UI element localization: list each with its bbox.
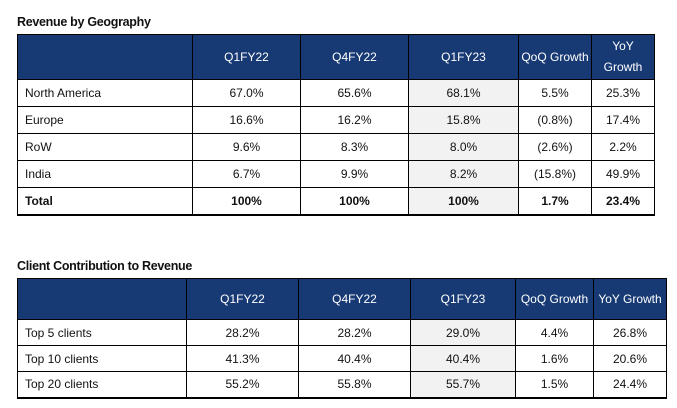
table-row: Top 20 clients 55.2% 55.8% 55.7% 1.5% 24.4%	[17, 371, 667, 399]
column-header: Q4FY22	[300, 34, 409, 80]
table-cell: (15.8%)	[518, 160, 592, 188]
row-label: North America	[17, 79, 193, 107]
column-header	[17, 34, 193, 80]
table-cell: 1.6%	[515, 345, 594, 372]
table-cell: 40.4%	[410, 345, 516, 372]
revenue-by-geography-table: Q1FY22 Q4FY22 Q1FY23 QoQ Growth YoY Growth No…	[17, 34, 655, 216]
table-cell: 8.3%	[300, 133, 409, 161]
table-cell: 28.2%	[298, 319, 411, 346]
column-header: Q1FY22	[192, 34, 301, 80]
table-cell: (2.6%)	[518, 133, 592, 161]
table-row: India 6.7% 9.9% 8.2% (15.8%) 49.9%	[17, 160, 655, 188]
table-cell: 16.6%	[192, 106, 301, 134]
column-header: YoY Growth	[593, 278, 667, 320]
table-cell: (0.8%)	[518, 106, 592, 134]
table-cell: 68.1%	[408, 79, 519, 107]
table-cell: 55.2%	[186, 371, 299, 399]
table-row: Europe 16.6% 16.2% 15.8% (0.8%) 17.4%	[17, 106, 655, 134]
column-header: Q1FY22	[186, 278, 299, 320]
table-cell: 8.0%	[408, 133, 519, 161]
table-cell: 100%	[408, 187, 519, 216]
table-row: Top 5 clients 28.2% 28.2% 29.0% 4.4% 26.8%	[17, 319, 667, 346]
table-cell: 5.5%	[518, 79, 592, 107]
table-cell: 26.8%	[593, 319, 667, 346]
table-cell: 9.6%	[192, 133, 301, 161]
table-cell: 55.8%	[298, 371, 411, 399]
header-row: Q1FY22 Q4FY22 Q1FY23 QoQ Growth YoY Growth	[17, 278, 667, 320]
table-row: Total 100% 100% 100% 1.7% 23.4%	[17, 187, 655, 216]
table-cell: 17.4%	[591, 106, 655, 134]
column-header: QoQ Growth	[515, 278, 594, 320]
table-row: RoW 9.6% 8.3% 8.0% (2.6%) 2.2%	[17, 133, 655, 161]
column-header	[17, 278, 187, 320]
table-cell: 29.0%	[410, 319, 516, 346]
table-row: Top 10 clients 41.3% 40.4% 40.4% 1.6% 20.6%	[17, 345, 667, 372]
row-label: Total	[17, 187, 193, 216]
table-cell: 28.2%	[186, 319, 299, 346]
row-label: Top 20 clients	[17, 371, 187, 399]
client-contribution-table: Q1FY22 Q4FY22 Q1FY23 QoQ Growth YoY Growth To…	[17, 278, 667, 399]
header-row: Q1FY22 Q4FY22 Q1FY23 QoQ Growth YoY Growth	[17, 34, 655, 80]
table-cell: 16.2%	[300, 106, 409, 134]
table-cell: 41.3%	[186, 345, 299, 372]
table-cell: 40.4%	[298, 345, 411, 372]
row-label: Europe	[17, 106, 193, 134]
row-label: Top 5 clients	[17, 319, 187, 346]
column-header: QoQ Growth	[518, 34, 592, 80]
table-cell: 100%	[192, 187, 301, 216]
table-cell: 4.4%	[515, 319, 594, 346]
table-cell: 25.3%	[591, 79, 655, 107]
geography-table-title: Revenue by Geography	[17, 15, 151, 29]
table-cell: 1.7%	[518, 187, 592, 216]
row-label: RoW	[17, 133, 193, 161]
table-cell: 6.7%	[192, 160, 301, 188]
table-cell: 15.8%	[408, 106, 519, 134]
row-label: Top 10 clients	[17, 345, 187, 372]
row-label: India	[17, 160, 193, 188]
clients-table-title: Client Contribution to Revenue	[17, 259, 193, 273]
table-cell: 100%	[300, 187, 409, 216]
table-row: North America 67.0% 65.6% 68.1% 5.5% 25.3%	[17, 79, 655, 107]
table-cell: 24.4%	[593, 371, 667, 399]
table-cell: 2.2%	[591, 133, 655, 161]
column-header: Q1FY23	[410, 278, 516, 320]
table-cell: 23.4%	[591, 187, 655, 216]
table-cell: 8.2%	[408, 160, 519, 188]
column-header: YoY Growth	[591, 34, 655, 80]
table-cell: 20.6%	[593, 345, 667, 372]
column-header: Q4FY22	[298, 278, 411, 320]
table-cell: 65.6%	[300, 79, 409, 107]
table-cell: 55.7%	[410, 371, 516, 399]
table-cell: 49.9%	[591, 160, 655, 188]
column-header: Q1FY23	[408, 34, 519, 80]
table-cell: 67.0%	[192, 79, 301, 107]
table-cell: 1.5%	[515, 371, 594, 399]
table-cell: 9.9%	[300, 160, 409, 188]
